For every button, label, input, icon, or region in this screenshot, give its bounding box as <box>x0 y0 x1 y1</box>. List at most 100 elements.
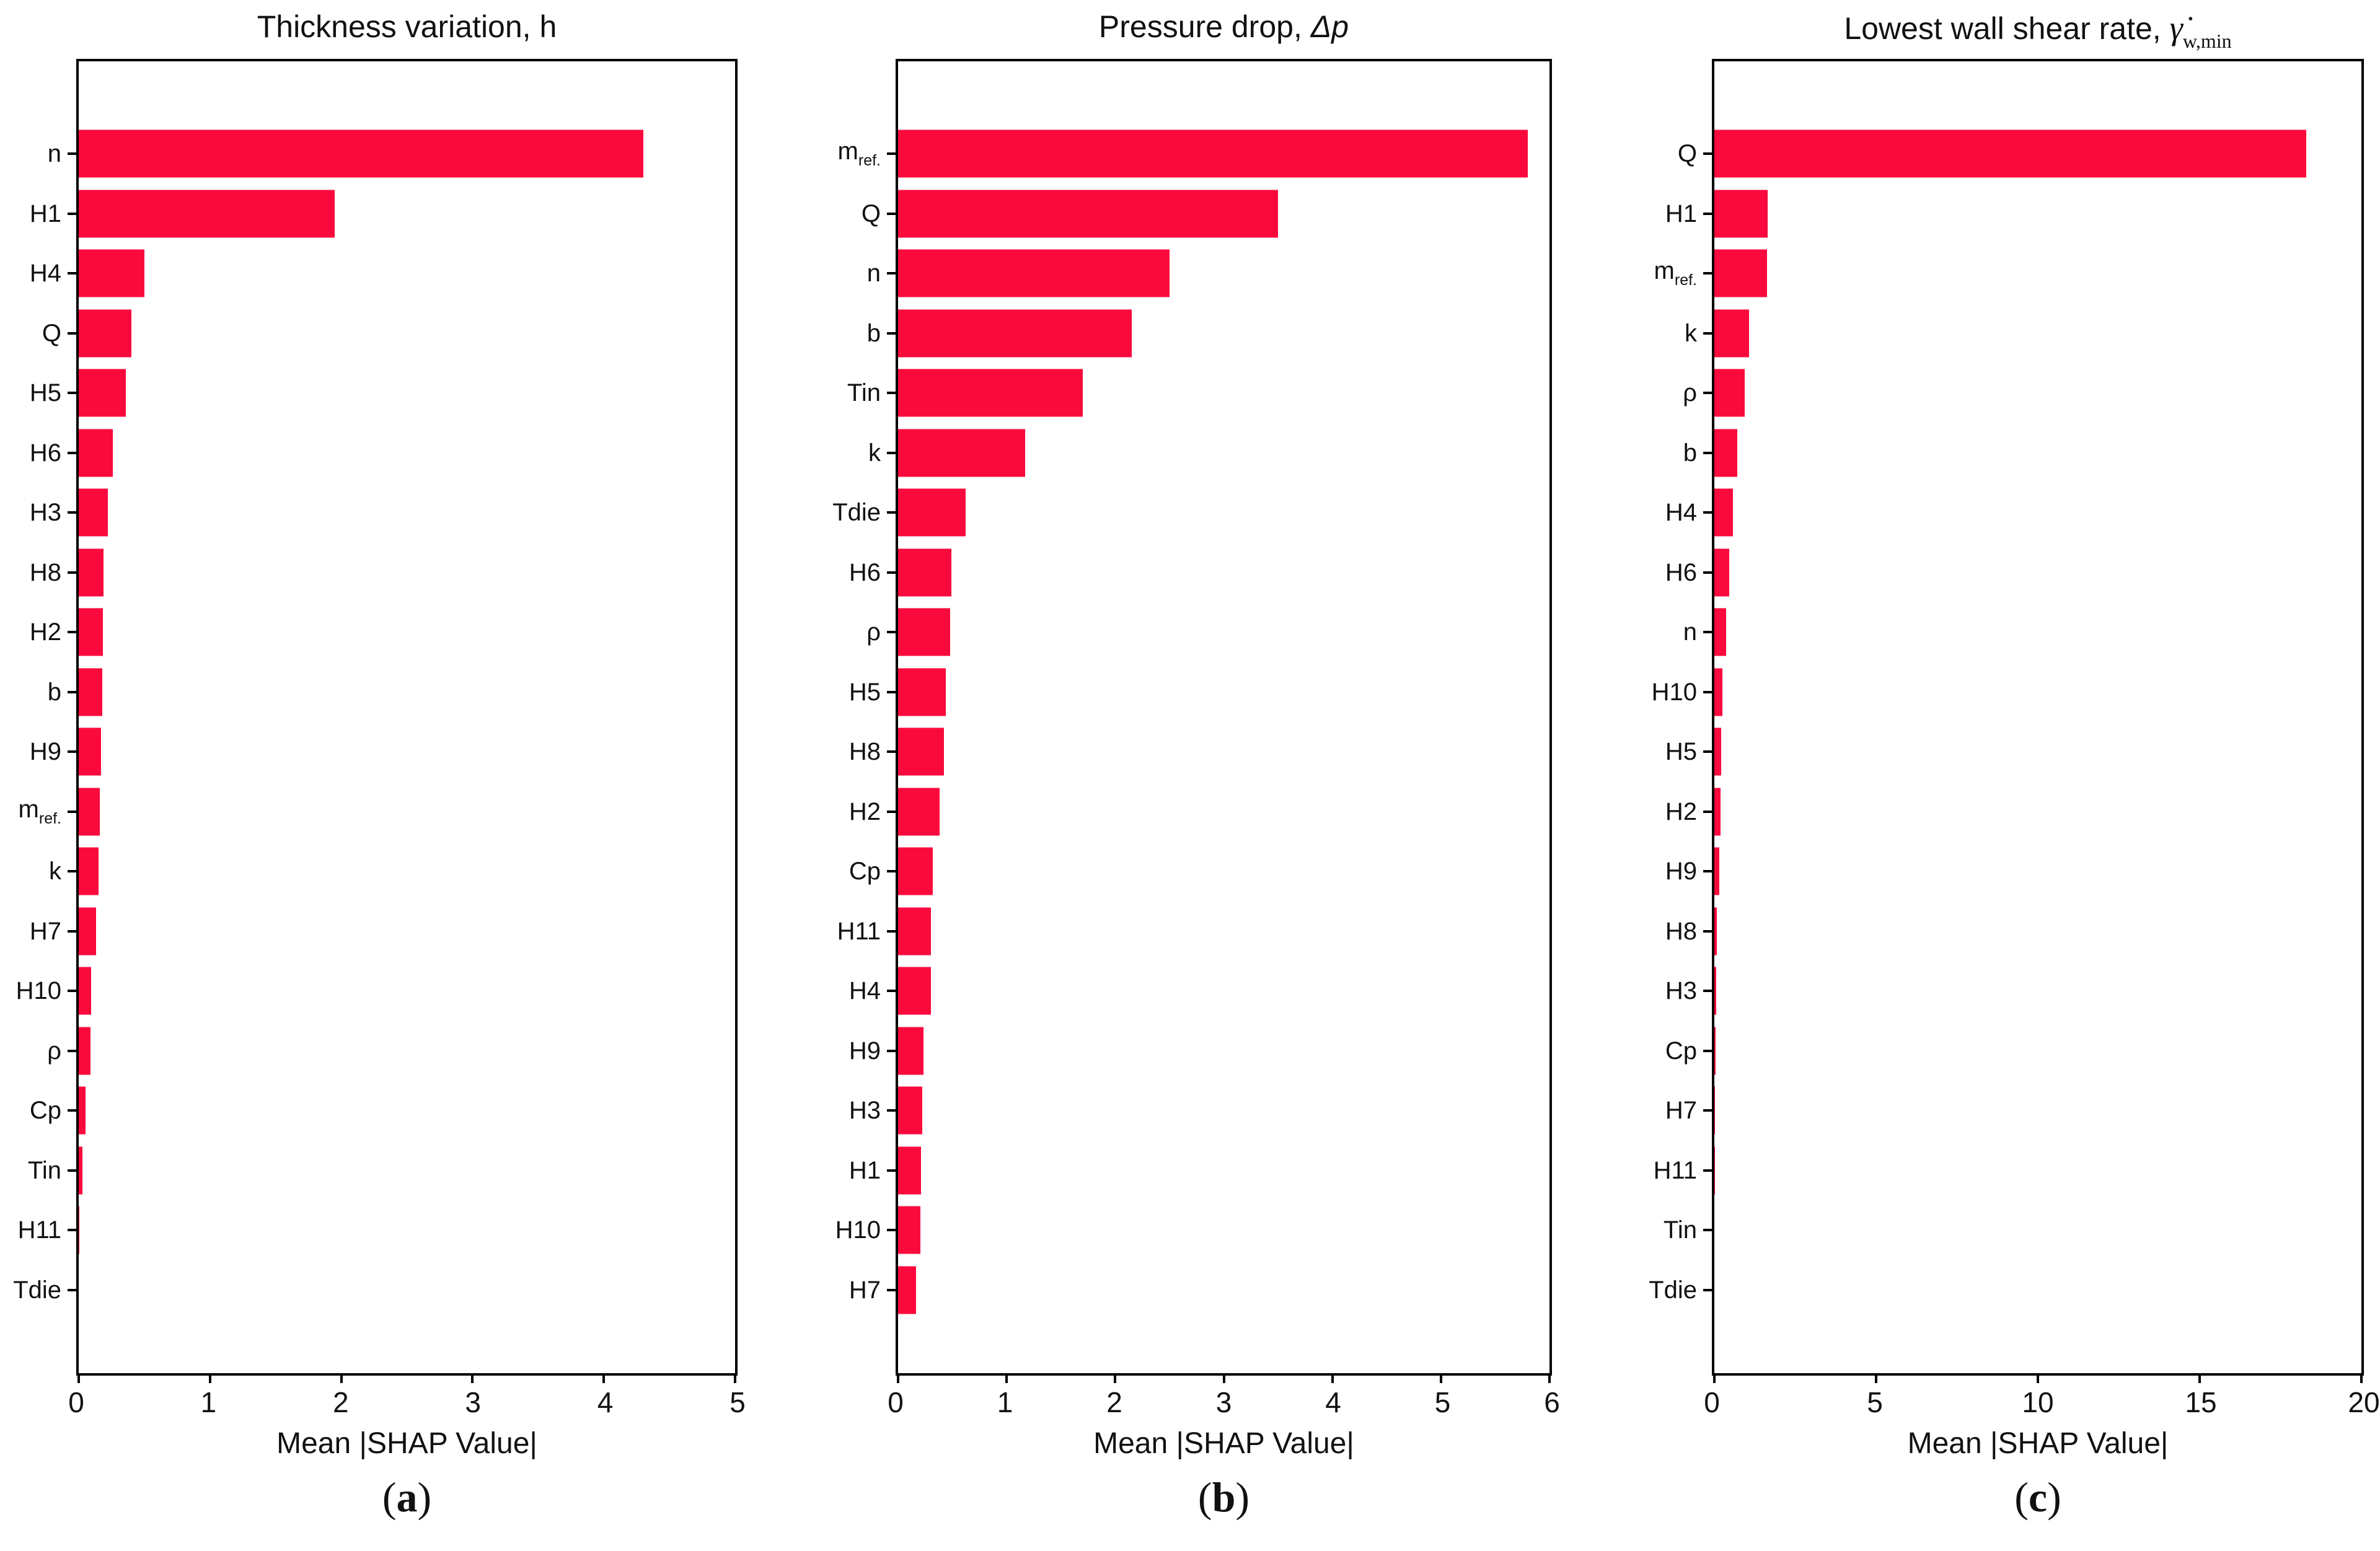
x-tick <box>2037 1376 2039 1383</box>
bar-row <box>898 602 1549 662</box>
bar <box>79 788 100 836</box>
y-tick <box>68 990 76 993</box>
bar-row <box>79 184 735 244</box>
y-tick-label: H11 <box>1653 1156 1697 1184</box>
x-tick <box>2360 1376 2363 1383</box>
bar-row <box>898 902 1549 962</box>
x-tick-label: 6 <box>1544 1386 1560 1418</box>
x-tick-label: 15 <box>2185 1386 2217 1418</box>
y-tick <box>887 929 896 933</box>
x-tick-label: 2 <box>333 1386 349 1418</box>
bar-row <box>898 543 1549 603</box>
y-tick <box>68 1229 76 1232</box>
bar-row <box>79 363 735 423</box>
y-tick-label: ρ <box>1683 379 1697 407</box>
y-tick-label: mref. <box>18 795 61 827</box>
bar <box>1714 907 1717 956</box>
bar-row <box>79 1141 735 1201</box>
x-axis-label: Mean |SHAP Value| <box>1093 1427 1354 1460</box>
bar <box>1714 309 1750 358</box>
bar-row <box>79 961 735 1021</box>
y-tick <box>68 631 76 634</box>
y-tick <box>887 511 896 514</box>
y-tick <box>887 392 896 395</box>
panel-caption: (b) <box>1197 1474 1250 1521</box>
y-tick-label: H9 <box>29 738 61 766</box>
y-tick-label: H2 <box>29 618 61 646</box>
x-tick-label: 0 <box>888 1386 904 1418</box>
y-tick <box>1703 1229 1712 1232</box>
y-tick-label: Cp <box>1665 1037 1697 1065</box>
y-tick-label: ρ <box>47 1037 61 1065</box>
x-axis-ticks: 0 5 10 15 20 <box>1704 1386 2379 1425</box>
x-tick <box>1548 1376 1551 1383</box>
bar-row <box>1714 1200 2361 1260</box>
bar <box>898 429 1025 477</box>
x-axis-ticks: 0 1 2 3 4 5 6 <box>888 1386 1560 1425</box>
y-tick <box>887 631 896 634</box>
bar-series <box>898 61 1549 1373</box>
bar-row <box>79 423 735 483</box>
bar <box>898 608 951 656</box>
y-tick-label: H8 <box>1665 917 1697 945</box>
y-tick <box>1703 392 1712 395</box>
bar <box>79 1086 86 1135</box>
y-tick <box>1703 990 1712 993</box>
y-tick-label: k <box>49 858 61 885</box>
bar-row <box>79 662 735 723</box>
y-tick-label: H3 <box>848 1097 881 1125</box>
y-tick <box>68 1049 76 1052</box>
bar-row <box>898 423 1549 483</box>
y-tick <box>1703 332 1712 335</box>
y-tick-label: H6 <box>29 439 61 467</box>
y-tick-label: H2 <box>1665 797 1697 825</box>
bar <box>79 130 643 178</box>
x-tick-label: 5 <box>1434 1386 1451 1418</box>
bar-row <box>1714 1021 2361 1081</box>
bar-row <box>1714 841 2361 902</box>
bar-row <box>898 662 1549 723</box>
y-tick <box>887 272 896 275</box>
bar-row <box>1714 304 2361 364</box>
y-tick-label: H1 <box>29 200 61 227</box>
bar <box>79 249 144 297</box>
y-tick <box>887 451 896 454</box>
bar <box>79 488 108 537</box>
bar <box>79 369 126 417</box>
bar-row <box>1714 662 2361 723</box>
bar <box>1714 249 1767 297</box>
x-axis-label: Mean |SHAP Value| <box>1907 1427 2169 1460</box>
chart-title: Lowest wall shear rate, γ̇w,min <box>1712 9 2364 52</box>
bar-row <box>1714 244 2361 304</box>
caption-letter: b <box>1212 1474 1236 1521</box>
bar-row <box>79 1081 735 1141</box>
bar-row <box>898 483 1549 543</box>
y-tick-label: H10 <box>1651 678 1697 706</box>
y-tick <box>1703 511 1712 514</box>
x-tick-label: 0 <box>1704 1386 1720 1418</box>
y-tick-label: H7 <box>848 1276 881 1304</box>
bar-row <box>79 543 735 603</box>
y-tick-label: H3 <box>29 499 61 527</box>
x-tick <box>602 1376 606 1383</box>
bar-row <box>1714 902 2361 962</box>
y-tick <box>887 1049 896 1052</box>
y-tick <box>1703 1109 1712 1112</box>
y-tick-label: H8 <box>848 738 881 766</box>
y-tick-label: H9 <box>848 1037 881 1065</box>
bar-row <box>79 902 735 962</box>
bar-row <box>1714 1260 2361 1320</box>
y-tick-label: k <box>868 439 881 467</box>
x-tick <box>734 1376 736 1383</box>
x-axis-ticks: 0 1 2 3 4 5 <box>68 1386 746 1425</box>
y-tick-label: b <box>47 678 61 706</box>
bar-row <box>898 1021 1549 1081</box>
x-tick-label: 2 <box>1106 1386 1122 1418</box>
y-tick <box>887 571 896 574</box>
y-tick <box>68 332 76 335</box>
chart-title-text: Thickness variation, h <box>257 9 557 44</box>
y-tick-label: H4 <box>848 977 881 1005</box>
x-tick <box>1439 1376 1442 1383</box>
bar <box>79 907 96 956</box>
x-tick <box>1331 1376 1334 1383</box>
